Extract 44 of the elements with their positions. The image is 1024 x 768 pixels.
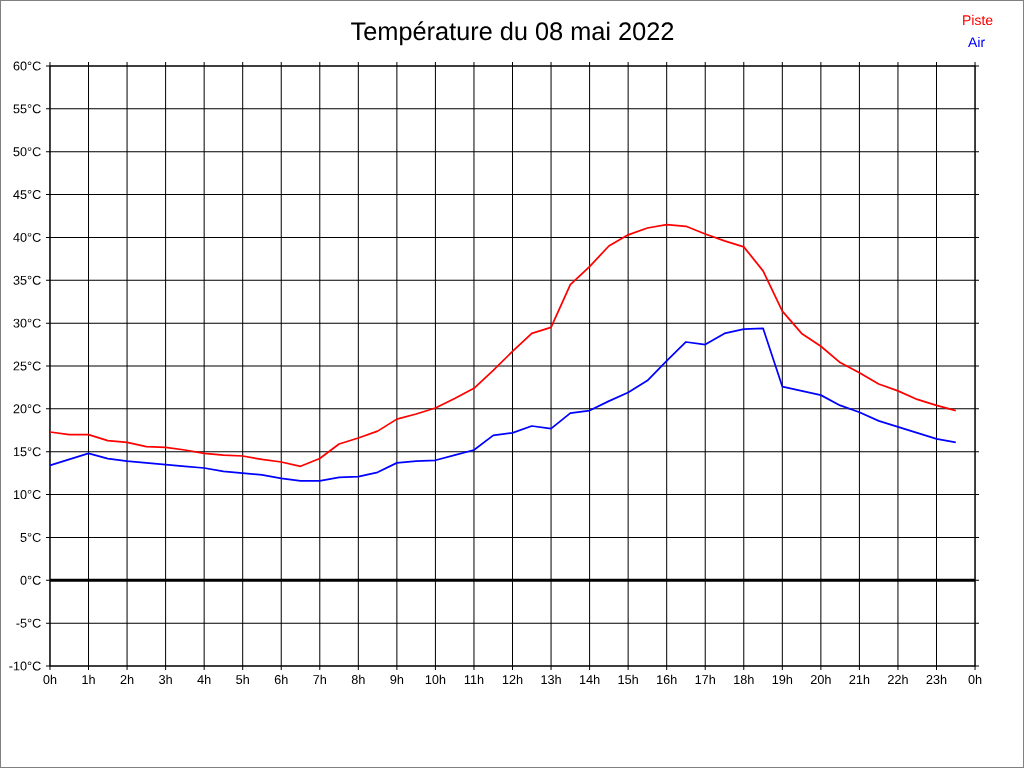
y-tick-label: 0°C: [20, 575, 41, 585]
x-tick-label: 19h: [772, 674, 793, 685]
y-tick-label: -5°C: [16, 618, 41, 628]
x-tick-label: 8h: [351, 674, 365, 685]
y-tick-label: 15°C: [13, 447, 41, 457]
y-tick-label: 45°C: [13, 190, 41, 200]
x-tick-label: 20h: [810, 674, 831, 685]
x-tick-label: 21h: [849, 674, 870, 684]
x-tick-label: 4h: [197, 674, 211, 684]
y-tick-label: 40°C: [13, 232, 41, 242]
y-tick-label: -10°C: [9, 661, 41, 671]
y-tick-label: 60°C: [13, 61, 41, 71]
y-tick-label: 5°C: [20, 532, 41, 542]
x-tick-label: 11h: [464, 674, 484, 684]
x-tick-label: 5h: [236, 674, 249, 685]
x-tick-label: 6h: [274, 674, 288, 685]
x-tick-label: 9h: [390, 674, 404, 685]
y-tick-label: 55°C: [13, 104, 41, 114]
y-tick-label: 10°C: [13, 490, 41, 500]
x-tick-label: 17h: [695, 674, 715, 684]
x-tick-label: 10h: [425, 674, 446, 685]
x-tick-label: 16h: [657, 674, 677, 685]
text: Piste: [963, 14, 993, 26]
x-tick-label: 15h: [618, 674, 638, 685]
y-tick-label: 30°C: [13, 318, 41, 328]
line-series: [49, 223, 957, 468]
x-tick-label: 2h: [120, 674, 134, 684]
x-tick-label: 3h: [159, 674, 172, 685]
text: Air: [968, 36, 985, 48]
x-tick-label: 13h: [541, 674, 561, 685]
x-tick-label: 1h: [82, 674, 95, 684]
x-tick-label: 22h: [888, 674, 908, 684]
x-tick-label: 0h: [968, 674, 982, 685]
y-tick-label: 20°C: [13, 404, 41, 414]
y-tick-label: 50°C: [13, 147, 41, 157]
y-tick-label: 25°C: [13, 361, 41, 371]
x-tick-label: 12h: [502, 674, 523, 684]
x-tick-label: 23h: [926, 674, 947, 685]
x-tick-label: 18h: [734, 674, 754, 685]
x-tick-label: 0h: [43, 674, 57, 685]
x-tick-label: 14h: [579, 674, 600, 684]
x-tick-label: 7h: [313, 674, 327, 684]
chart-title: Température du 08 mai 2022: [351, 21, 674, 46]
y-tick-label: 35°C: [13, 275, 41, 285]
